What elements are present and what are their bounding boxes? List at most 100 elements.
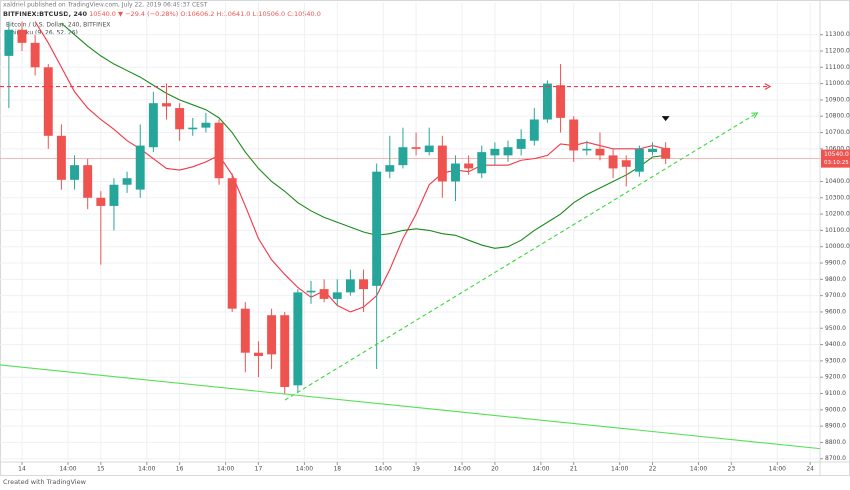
x-tick-label: 16 [176,466,184,473]
x-tick-label: 17 [255,466,263,473]
candle-body [385,165,395,172]
candle-body [293,292,303,386]
y-tick-label: 9600.0 [825,308,846,315]
x-tick-label: 14:00 [690,466,707,473]
candle-body [398,147,408,166]
x-tick-label: 14:00 [217,466,234,473]
candle-body [227,178,237,309]
candle-body [569,119,579,151]
candle-body [556,85,566,118]
candle-body [503,147,513,156]
y-tick-label: 10100.0 [825,227,850,234]
candle-body [188,127,198,130]
candle-body [70,165,80,180]
symbol: BITFINEX:BTCUSD, 240 [3,10,87,18]
candle-body [43,67,53,136]
x-tick-label: 18 [333,466,341,473]
candle-body [30,42,40,68]
candle-body [345,279,355,293]
y-tick-label: 10200.0 [825,211,850,218]
y-tick-label: 11000.0 [825,80,850,87]
candle-body [280,315,290,387]
y-tick-label: 11100.0 [825,64,850,71]
candle-body [214,122,224,179]
candle-body [634,148,644,172]
candle-body [516,139,526,149]
y-tick-label: 9300.0 [825,357,846,364]
candle-body [17,29,27,43]
x-tick-label: 14:00 [453,466,470,473]
y-tick-label: 9400.0 [825,341,846,348]
candle-body [122,178,132,185]
y-tick-label: 10300.0 [825,194,850,201]
plot [0,2,820,462]
candle-body [109,184,119,206]
ohlc: O:10606.2 H:10641.0 L:10506.0 C:10540.0 [180,10,321,18]
x-tick-label: 22 [649,466,657,473]
price-label-box [821,149,850,168]
y-tick-label: 11300.0 [825,31,850,38]
candle-body [267,315,277,355]
marker [661,116,670,122]
y-tick-label: 10400.0 [825,178,850,185]
candle-body [595,148,605,156]
y-tick-label: 11200.0 [825,47,850,54]
candle-body [411,147,421,149]
price-label: 10540.0 [824,151,849,158]
symbol-line: BITFINEX:BTCUSD, 240 10540.0 ▼ −29.4 (−0… [3,10,321,18]
x-tick-label: 20 [491,466,499,473]
y-tick-label: 9000.0 [825,406,846,413]
candle-body [451,163,460,182]
candle-body [490,148,500,156]
x-tick-label: 14:00 [375,466,392,473]
candle-body [201,122,211,128]
candle-body [175,108,185,130]
candle-body [148,103,158,148]
x-tick-label: 19 [412,466,420,473]
candle-body [96,197,106,206]
candle-body [162,103,171,107]
candle-body [529,119,539,141]
published-line: xaldriel published on TradingView.com, J… [3,2,208,9]
x-tick-label: 14:00 [769,466,786,473]
y-tick-label: 10800.0 [825,113,850,120]
plot-border [0,0,850,476]
candle-body [4,29,14,56]
y-tick-label: 10000.0 [825,243,850,250]
candle-body [253,352,263,356]
candle-body [661,147,671,159]
candle-body [608,155,618,169]
candle-body [477,152,487,174]
y-tick-label: 9500.0 [825,325,846,332]
candle-body [582,148,592,151]
arrow-head [751,112,759,119]
trend-line [0,364,820,450]
candle-body [359,279,368,290]
candle-body [83,165,93,198]
y-tick-label: 9200.0 [825,374,846,381]
arrow-head [764,83,772,90]
candle-body [319,289,329,299]
candle-body [372,171,382,286]
candle-body [332,292,342,299]
candle-body [56,135,66,180]
candle-body [437,145,447,182]
x-tick-label: 14:00 [138,466,155,473]
subtitle: Bitcoin / U.S. Dollar, 240, BITFINEX [6,22,110,29]
x-tick-label: 14:00 [611,466,628,473]
y-tick-label: 10900.0 [825,96,850,103]
y-tick-label: 9700.0 [825,292,846,299]
change: −29.4 (−0.28%) [125,10,178,18]
y-tick-label: 8800.0 [825,439,846,446]
x-tick-label: 14:00 [532,466,549,473]
candle-body [648,148,657,153]
candle-body [542,83,552,120]
y-tick-label: 8700.0 [825,455,846,462]
y-tick-label: 9100.0 [825,390,846,397]
footer: Created with TradingView [3,478,87,486]
x-tick-label: 23 [728,466,736,473]
x-tick-label: 14 [18,466,26,473]
candle-body [306,290,316,293]
indicator-line [34,21,666,313]
